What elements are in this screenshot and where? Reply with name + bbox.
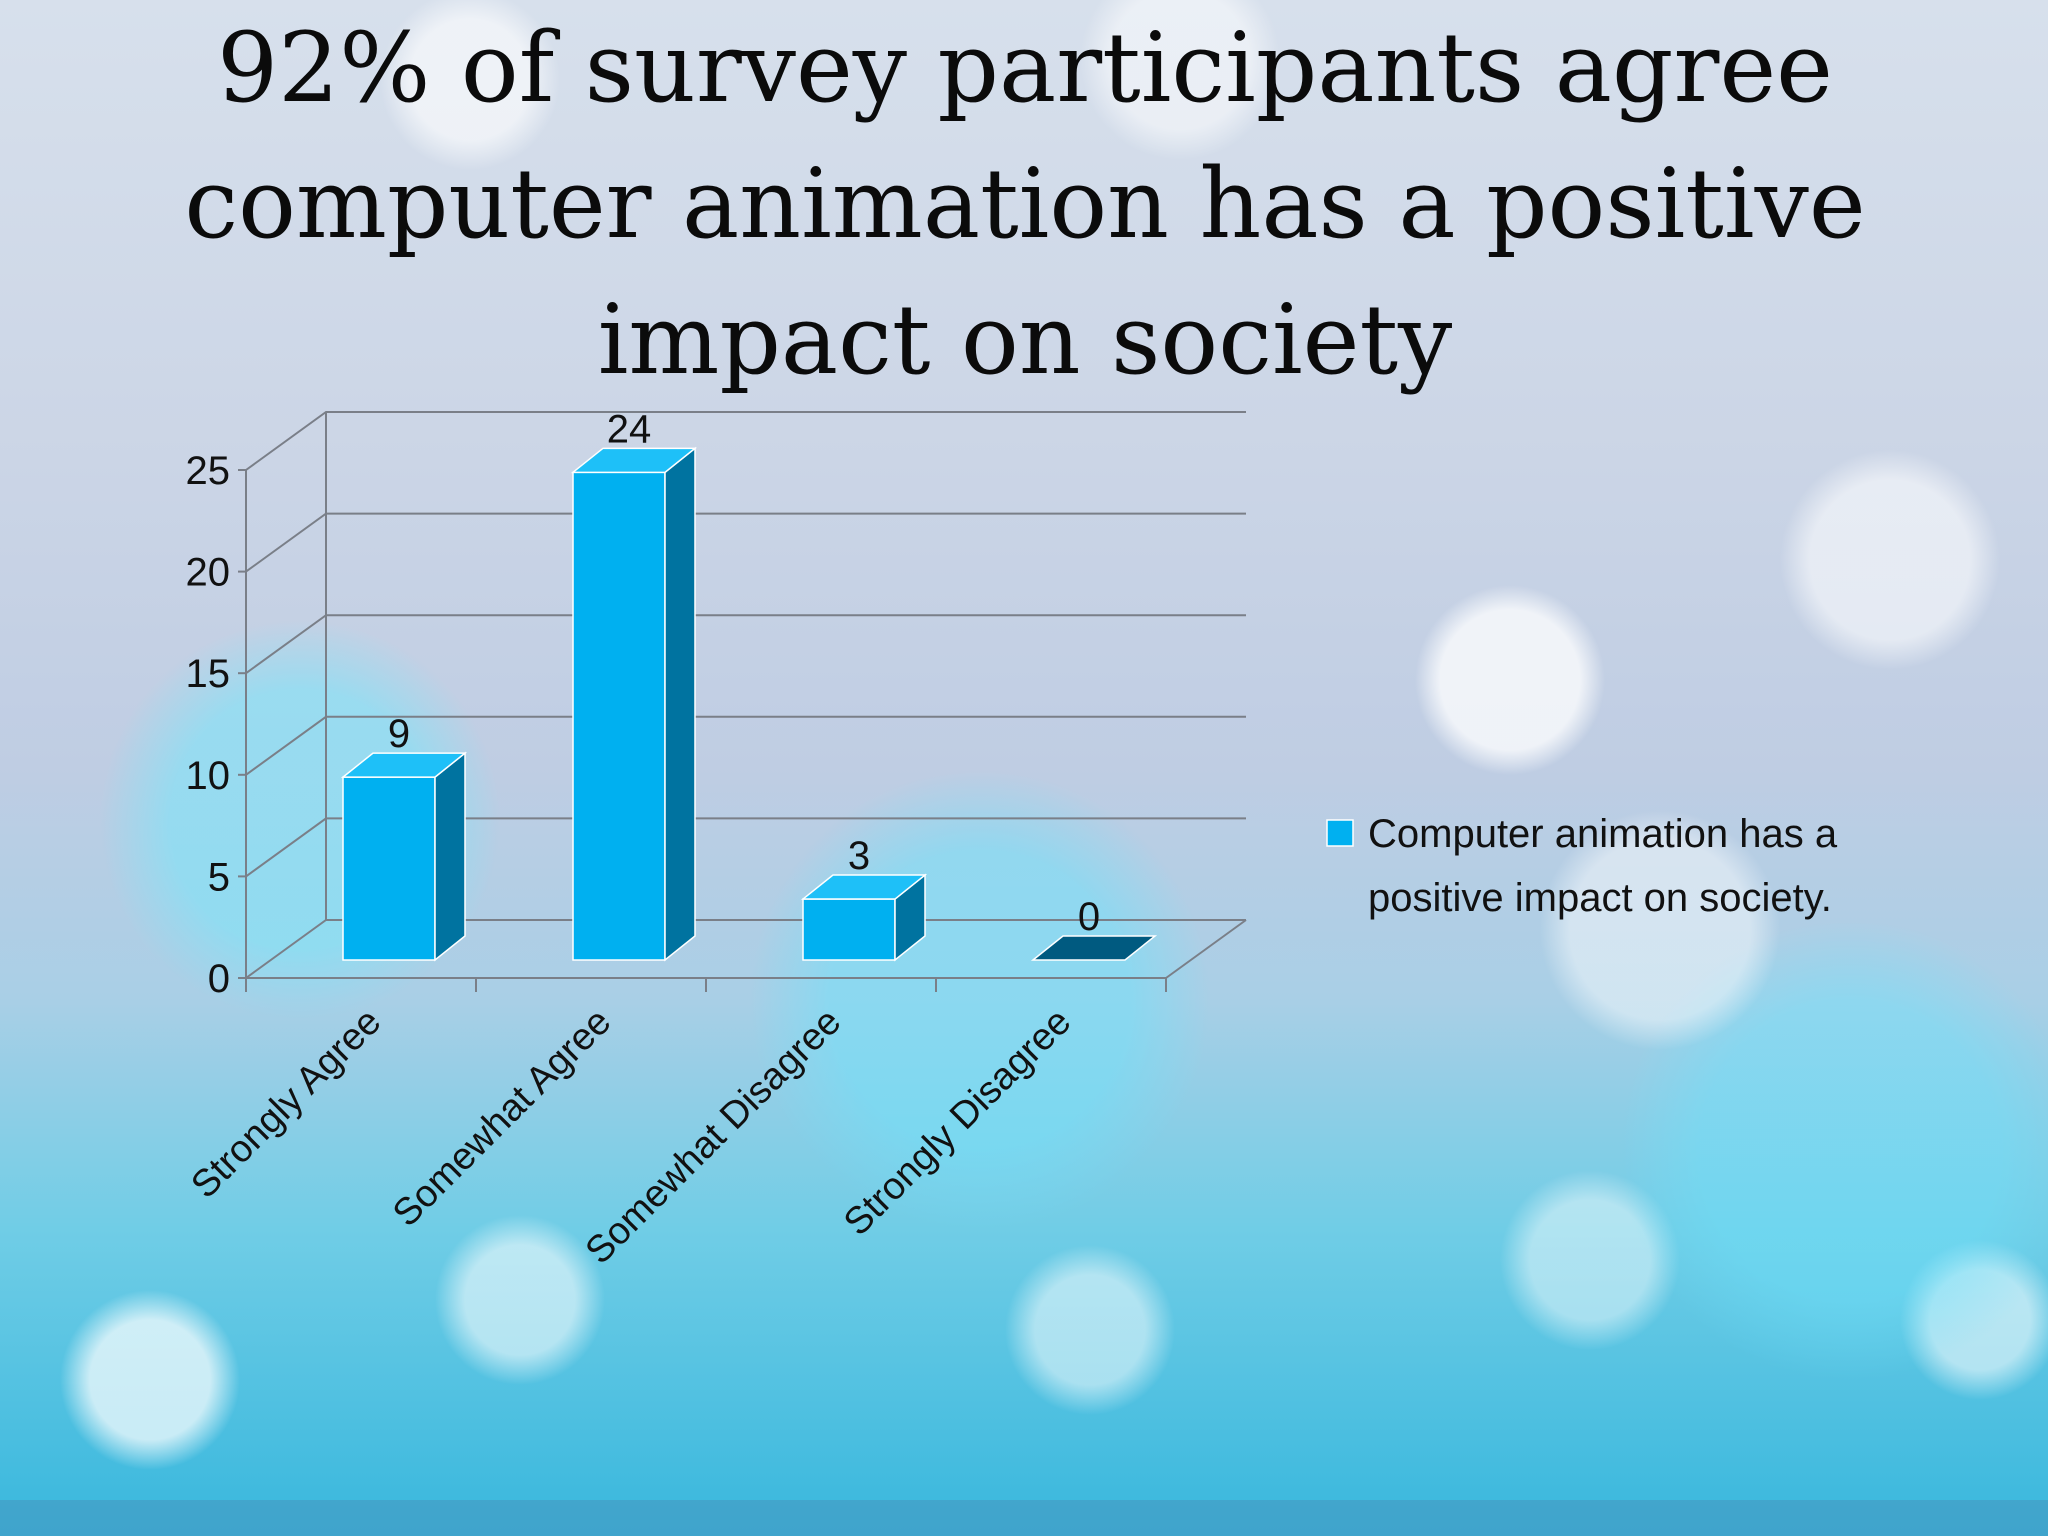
category-label-2: Somewhat Disagree [578, 1001, 850, 1273]
data-labels: 9 24 3 0 [388, 407, 1100, 939]
legend-swatch [1326, 819, 1354, 847]
bar-side-0 [434, 751, 466, 962]
title-line-2: computer animation has a positive [184, 148, 1866, 260]
bar-1 [570, 446, 698, 962]
bar-2 [800, 873, 928, 962]
y-tick-label-25: 25 [186, 449, 231, 493]
bar-front-2 [802, 898, 896, 961]
legend: Computer animation has a positive impact… [1326, 812, 1838, 920]
y-axis-tick-labels: 0 5 10 15 20 25 [186, 449, 231, 1001]
axes [238, 412, 1247, 992]
title-line-1: 92% of survey participants agree [217, 12, 1833, 124]
bar-top-0 [340, 752, 468, 778]
category-label-3: Strongly Disagree [836, 1001, 1079, 1244]
bar-top-3 [1030, 935, 1158, 961]
bar-front-1 [572, 471, 666, 961]
data-label-3: 0 [1078, 895, 1100, 939]
y-tick-label-20: 20 [186, 551, 231, 595]
legend-label-line-1: Computer animation has a [1368, 812, 1838, 856]
bar-3 [1030, 935, 1158, 961]
footer-watermark-bar [0, 1500, 2048, 1536]
y-tick-label-15: 15 [186, 652, 231, 696]
slide-title: 92% of survey participants agree compute… [80, 0, 1970, 408]
bar-0 [340, 751, 468, 962]
gridline-15 [245, 614, 1246, 675]
floor-right-edge [1165, 919, 1247, 979]
category-label-0: Strongly Agree [183, 1001, 389, 1207]
bar-side-1 [664, 446, 696, 962]
y-tick-label-10: 10 [186, 754, 231, 798]
gridline-20 [245, 512, 1246, 573]
bar-top-1 [570, 447, 698, 474]
data-label-0: 9 [388, 712, 410, 756]
legend-label-line-2: positive impact on society. [1368, 876, 1832, 920]
gridline-25 [245, 411, 1246, 471]
title-line-3: impact on society [597, 284, 1453, 396]
category-label-1: Somewhat Agree [385, 1001, 619, 1235]
data-label-2: 3 [848, 834, 870, 878]
bars [340, 446, 1158, 962]
data-label-1: 24 [607, 407, 652, 451]
bar-front-0 [342, 776, 436, 961]
y-tick-label-0: 0 [208, 957, 230, 1001]
y-tick-label-5: 5 [208, 855, 230, 899]
bar-top-2 [800, 874, 928, 900]
